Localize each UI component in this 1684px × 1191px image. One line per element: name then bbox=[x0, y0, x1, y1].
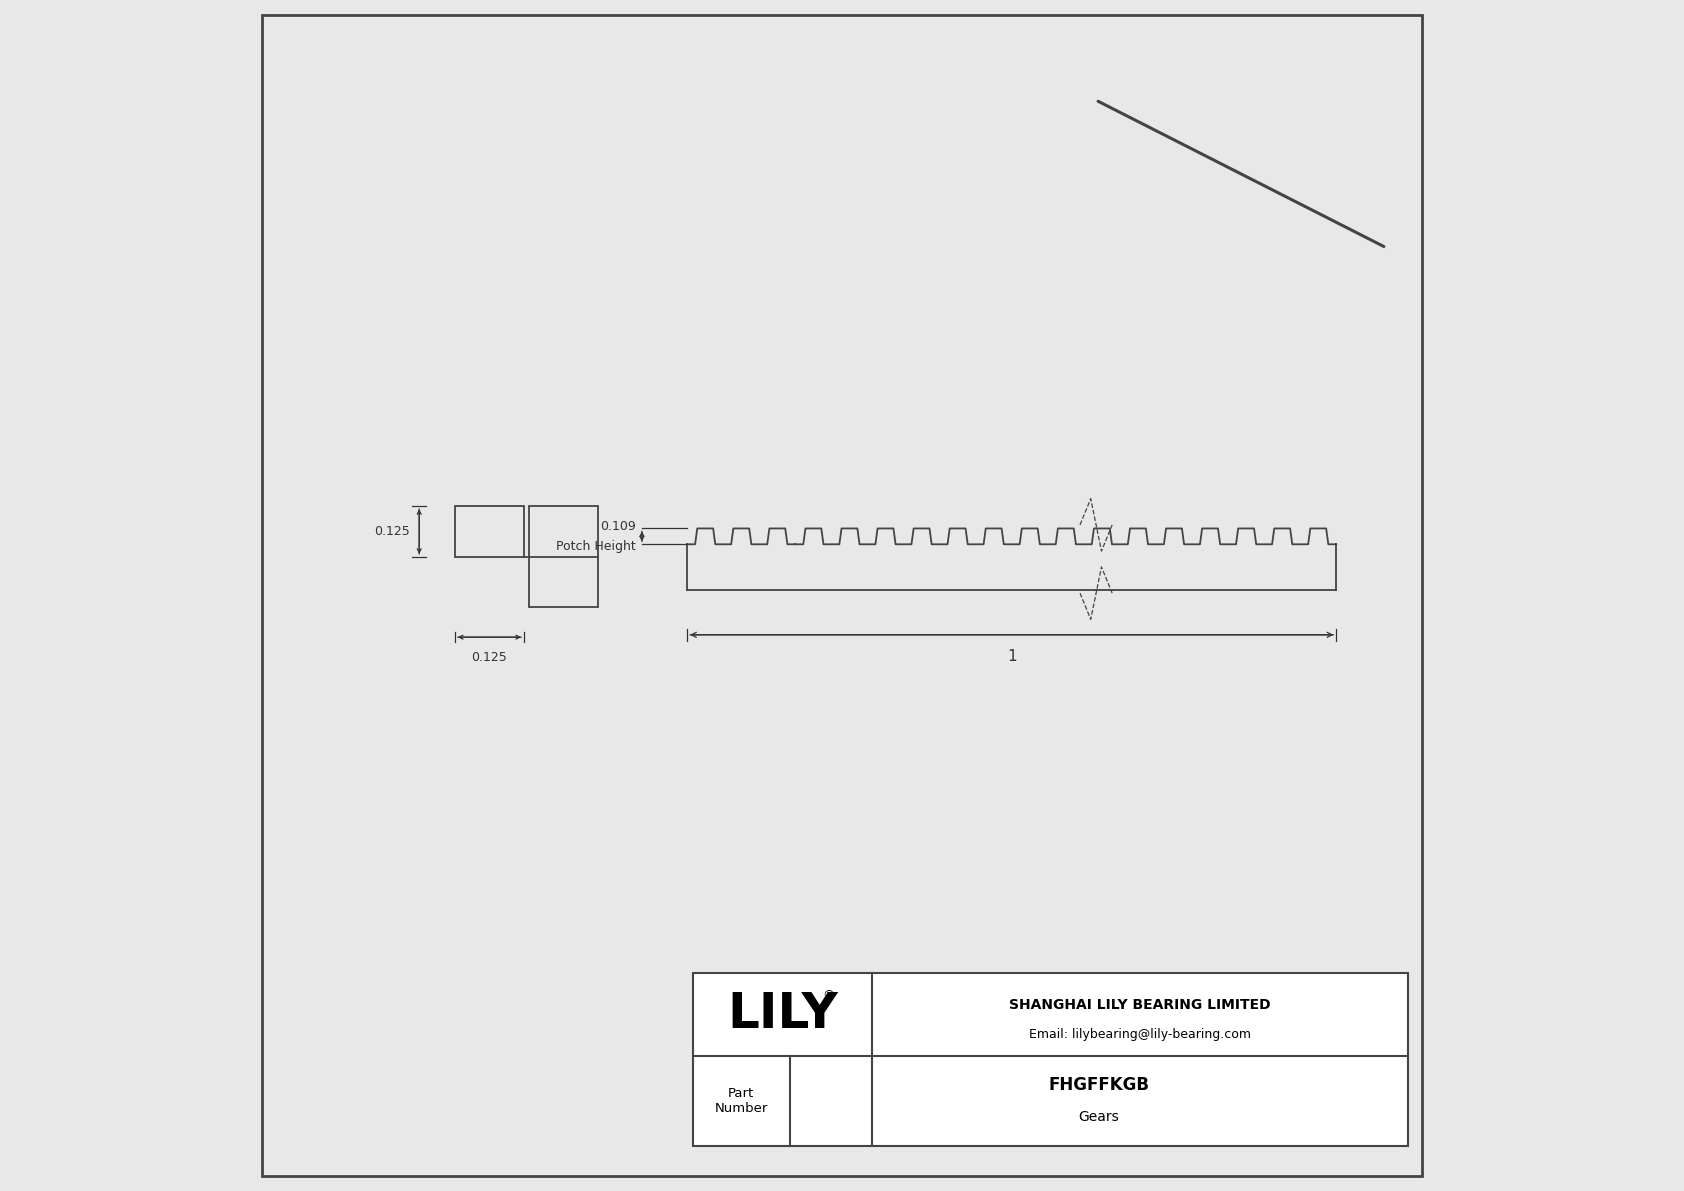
Text: FHGFFKGB: FHGFFKGB bbox=[1047, 1075, 1148, 1093]
Text: Potch Height: Potch Height bbox=[556, 540, 637, 553]
Text: Email: lilybearing@lily-bearing.com: Email: lilybearing@lily-bearing.com bbox=[1029, 1028, 1251, 1041]
Text: 0.109: 0.109 bbox=[600, 519, 637, 532]
Text: Part
Number: Part Number bbox=[714, 1087, 768, 1115]
Text: 0.125: 0.125 bbox=[374, 525, 409, 538]
Text: Gears: Gears bbox=[1078, 1110, 1120, 1124]
Bar bbox=[529, 506, 598, 607]
Text: SHANGHAI LILY BEARING LIMITED: SHANGHAI LILY BEARING LIMITED bbox=[1009, 998, 1270, 1012]
Bar bbox=[694, 973, 1408, 1146]
Text: LILY: LILY bbox=[727, 991, 839, 1039]
Bar bbox=[455, 506, 524, 557]
Text: 1: 1 bbox=[1007, 649, 1017, 665]
Text: ®: ® bbox=[822, 989, 834, 1002]
Text: 0.125: 0.125 bbox=[472, 651, 507, 665]
